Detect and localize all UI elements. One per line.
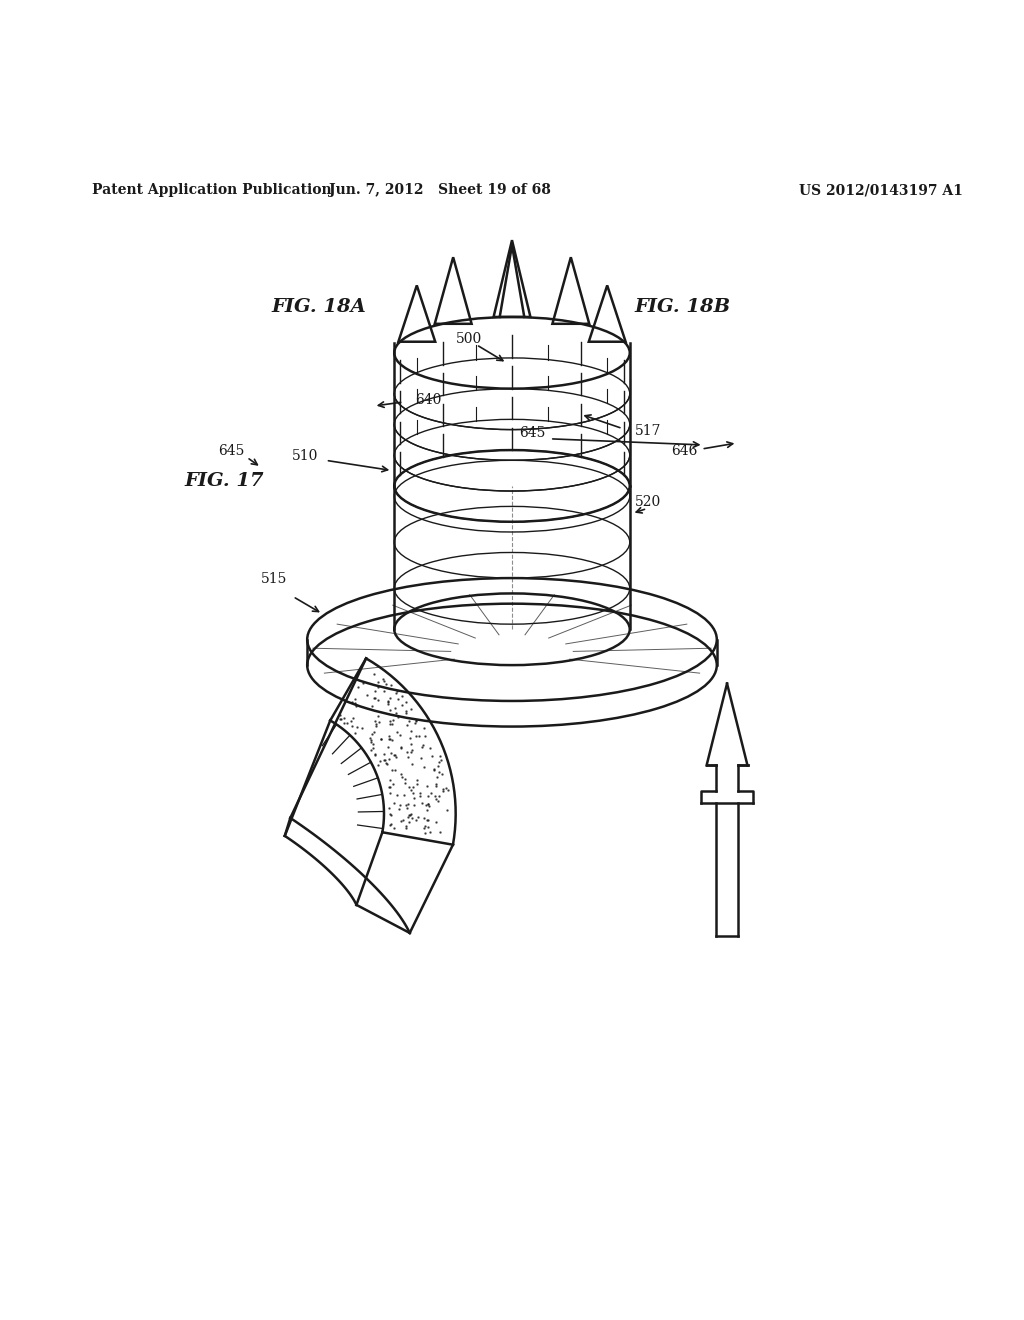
- Text: Patent Application Publication: Patent Application Publication: [92, 183, 332, 197]
- Text: 517: 517: [635, 424, 662, 438]
- Text: 500: 500: [456, 331, 482, 346]
- Text: 645: 645: [218, 445, 245, 458]
- Text: FIG. 17: FIG. 17: [184, 473, 264, 490]
- Text: 510: 510: [292, 449, 318, 463]
- Text: FIG. 18A: FIG. 18A: [271, 298, 367, 315]
- Text: US 2012/0143197 A1: US 2012/0143197 A1: [799, 183, 963, 197]
- Text: 645: 645: [519, 426, 546, 440]
- Text: 520: 520: [635, 495, 662, 510]
- Text: FIG. 18B: FIG. 18B: [635, 298, 731, 315]
- Text: 646: 646: [671, 445, 697, 458]
- Text: 515: 515: [261, 572, 288, 586]
- Text: Jun. 7, 2012   Sheet 19 of 68: Jun. 7, 2012 Sheet 19 of 68: [330, 183, 551, 197]
- Text: 640: 640: [415, 393, 441, 407]
